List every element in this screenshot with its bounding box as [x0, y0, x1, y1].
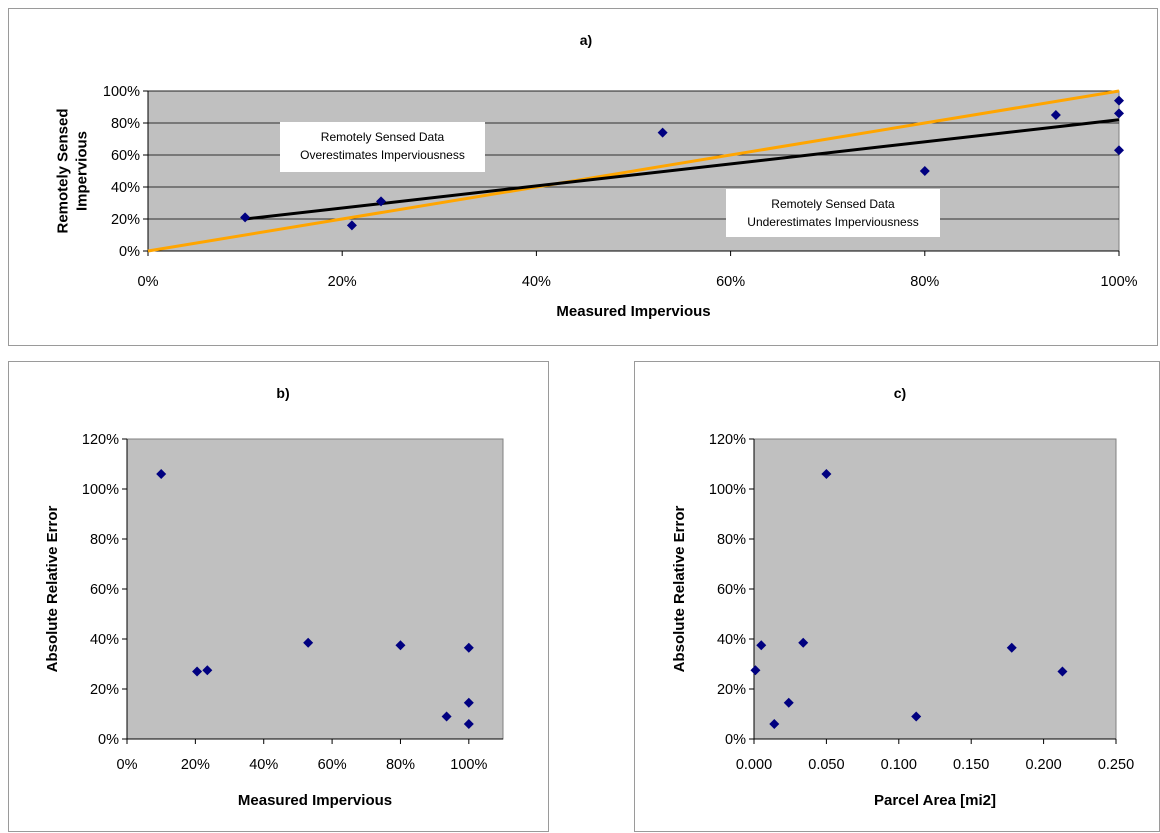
data-point [1050, 110, 1061, 120]
x-tick-label: 100% [1100, 274, 1137, 290]
y-tick-label: 20% [717, 682, 746, 698]
y-axis-label: Absolute Relative Error [44, 505, 61, 672]
data-point [441, 711, 452, 722]
data-point [1114, 95, 1124, 106]
y-tick-label: 80% [111, 116, 140, 132]
annotation-box [726, 189, 940, 237]
y-tick-label: 120% [82, 432, 119, 448]
y-tick-label: 0% [119, 244, 140, 260]
x-tick-label: 80% [386, 757, 415, 773]
y-tick-label: 80% [717, 532, 746, 548]
data-point [463, 642, 474, 653]
data-point [798, 637, 809, 648]
data-point [1114, 108, 1124, 119]
data-point [376, 196, 387, 207]
y-tick-label: 40% [717, 632, 746, 648]
y-tick-label: 0% [98, 732, 119, 748]
annotation-box [280, 122, 485, 172]
data-point [919, 166, 930, 176]
annotation-text: Remotely Sensed Data [321, 130, 445, 144]
x-tick-label: 0% [138, 274, 159, 290]
one-to-one-line [147, 89, 1120, 253]
chart-panel-b: 0% 20% 40% 60% 80% 100% 120% 0% 20% 40% 60% 80% 100%… [8, 361, 549, 832]
x-axis-label: Measured Impervious [556, 303, 710, 320]
x-tick-label: 100% [450, 757, 487, 773]
data-point [756, 640, 767, 651]
data-point [192, 666, 203, 677]
x-tick-label: 40% [249, 757, 278, 773]
data-point [240, 212, 251, 223]
chart-panel-c: 0% 20% 40% 60% 80% 100% 120% 0.000 0.050 0.100 0.1… [634, 361, 1160, 832]
y-tick-label: 0% [725, 732, 746, 748]
x-tick-label: 80% [910, 274, 939, 290]
y-tick-label: 20% [90, 682, 119, 698]
data-point [463, 719, 474, 729]
y-tick-label: 20% [111, 212, 140, 228]
data-point [463, 697, 474, 708]
x-tick-label: 20% [328, 274, 357, 290]
chart-title: c) [894, 385, 906, 401]
annotation-text: Overestimates Imperviousness [300, 148, 465, 162]
y-axis-label: Remotely Sensed [55, 108, 72, 233]
x-tick-label: 60% [716, 274, 745, 290]
data-point [202, 665, 213, 676]
data-point [750, 665, 761, 676]
y-tick-label: 60% [717, 582, 746, 598]
x-tick-label: 20% [181, 757, 210, 773]
plot-area [126, 438, 504, 740]
data-point [1114, 145, 1124, 156]
chart-panel-a: 0% 20% 40% 60% 80% 100% 0% 20% 40% 60% 80% 100% Remo… [8, 8, 1158, 346]
x-tick-label: 60% [318, 757, 347, 773]
data-point [911, 711, 922, 722]
x-tick-label: 0.250 [1098, 757, 1134, 773]
data-point [346, 220, 357, 231]
x-tick-label: 0.200 [1025, 757, 1061, 773]
y-tick-label: 100% [82, 482, 119, 498]
y-tick-label: 40% [90, 632, 119, 648]
y-tick-label: 40% [111, 180, 140, 196]
chart-c-svg: 0% 20% 40% 60% 80% 100% 120% 0.000 0.050 0.100 0.1… [671, 385, 1134, 809]
data-point [303, 637, 314, 648]
y-axis-label: Absolute Relative Error [671, 505, 688, 672]
y-tick-label: 100% [103, 84, 140, 100]
x-axis-label: Parcel Area [mi2] [874, 792, 996, 809]
annotation-text: Underestimates Imperviousness [747, 215, 918, 229]
x-tick-label: 0% [117, 757, 138, 773]
trendline [244, 118, 1120, 221]
annotation-text: Remotely Sensed Data [771, 197, 895, 211]
x-tick-label: 0.000 [736, 757, 772, 773]
data-point [156, 469, 167, 479]
y-axis-label: Impervious [74, 131, 91, 211]
data-point [769, 719, 780, 729]
x-tick-label: 0.050 [808, 757, 844, 773]
chart-title: a) [580, 32, 592, 48]
x-tick-label: 40% [522, 274, 551, 290]
x-tick-label: 0.150 [953, 757, 989, 773]
y-tick-label: 60% [90, 582, 119, 598]
data-point [783, 697, 794, 708]
chart-title: b) [276, 385, 289, 401]
data-point [657, 127, 668, 138]
chart-a-svg: 0% 20% 40% 60% 80% 100% 0% 20% 40% 60% 80% 100% Remo… [55, 32, 1138, 320]
x-axis-label: Measured Impervious [238, 792, 392, 809]
y-tick-label: 100% [709, 482, 746, 498]
plot-area [753, 438, 1117, 740]
x-tick-label: 0.100 [881, 757, 917, 773]
data-point [1057, 666, 1068, 677]
y-tick-label: 80% [90, 532, 119, 548]
y-tick-label: 120% [709, 432, 746, 448]
y-tick-label: 60% [111, 148, 140, 164]
chart-b-svg: 0% 20% 40% 60% 80% 100% 120% 0% 20% 40% 60% 80% 100%… [44, 385, 504, 809]
data-point [1006, 642, 1017, 653]
data-point [821, 469, 832, 479]
data-point [395, 640, 406, 651]
